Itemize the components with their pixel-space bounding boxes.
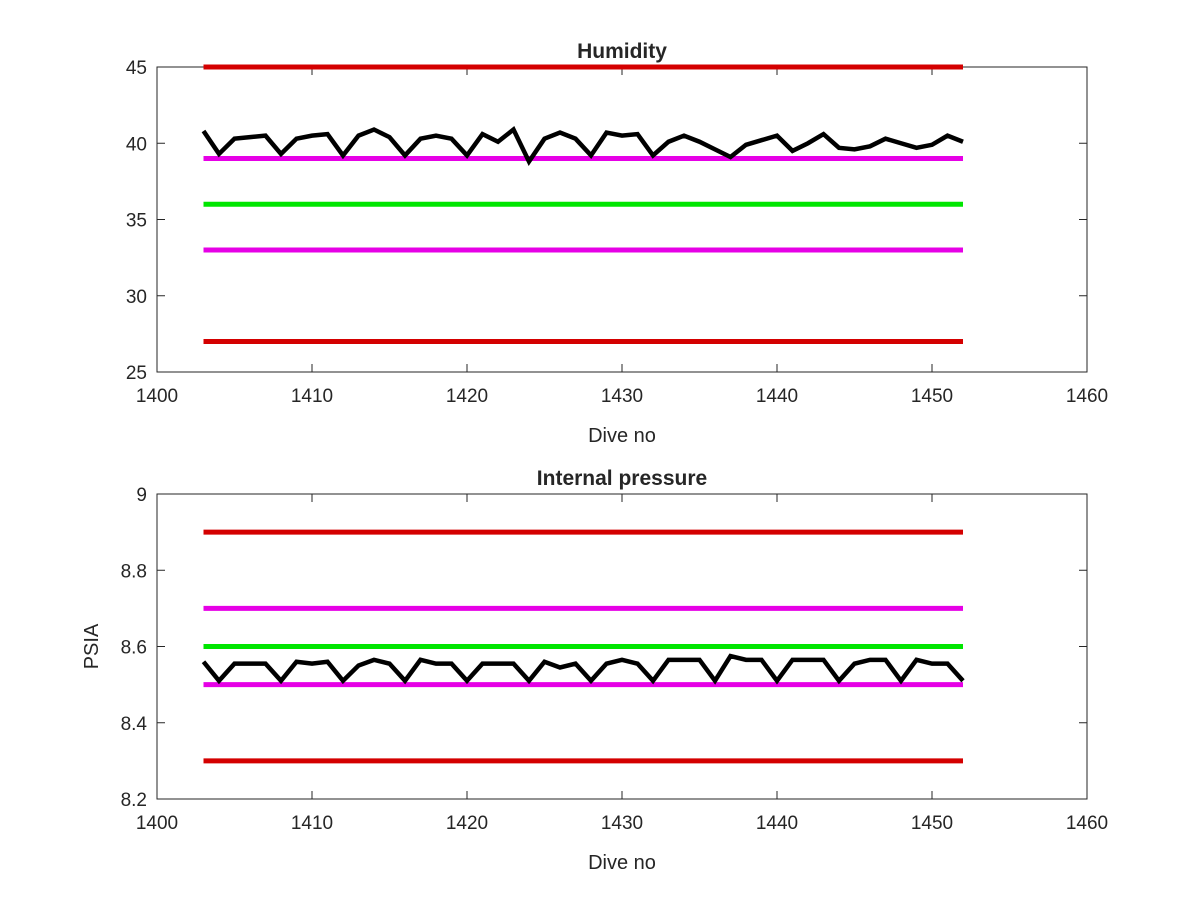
internal-pressure-chart: 1400 1410 1420 1430 1440 1450 1460 8.2 8.4 8.6 8.8… (81, 467, 1108, 874)
y-tick-label: 8.4 (121, 714, 148, 735)
x-tick-label: 1440 (756, 813, 798, 834)
x-tick-label: 1410 (291, 386, 333, 407)
x-tick-label: 1450 (911, 386, 953, 407)
x-tick-label: 1400 (136, 813, 178, 834)
series-line (201, 126, 964, 167)
y-tick-label: 8.2 (121, 790, 147, 811)
y-tick-label: 8.8 (121, 561, 147, 582)
x-tick-label: 1400 (136, 386, 178, 407)
x-tick-label: 1420 (446, 386, 488, 407)
x-tick-label: 1430 (601, 386, 643, 407)
x-tick-label: 1450 (911, 813, 953, 834)
y-tick-label: 40 (126, 134, 147, 155)
humidity-chart: 1400 1410 1420 1430 1440 1450 1460 25 30 35 40 45 Hu… (126, 40, 1108, 447)
y-tick-label: 35 (126, 211, 147, 232)
x-tick-label: 1430 (601, 813, 643, 834)
x-axis-label: Dive no (588, 425, 656, 447)
y-tick-label: 25 (126, 363, 147, 384)
x-tick-label: 1410 (291, 813, 333, 834)
series-line (201, 653, 965, 685)
x-axis-label: Dive no (588, 852, 656, 874)
chart-title: Internal pressure (537, 467, 707, 490)
chart-title: Humidity (577, 40, 667, 63)
plot-area (156, 66, 1088, 373)
x-tick-label: 1460 (1066, 813, 1108, 834)
y-tick-label: 9 (136, 485, 147, 506)
y-tick-label: 8.6 (121, 638, 147, 659)
x-tick-label: 1460 (1066, 386, 1108, 407)
y-axis-label: PSIA (81, 623, 103, 669)
x-tick-label: 1420 (446, 813, 488, 834)
y-tick-label: 45 (126, 58, 147, 79)
x-tick-label: 1440 (756, 386, 798, 407)
y-tick-label: 30 (126, 287, 147, 308)
